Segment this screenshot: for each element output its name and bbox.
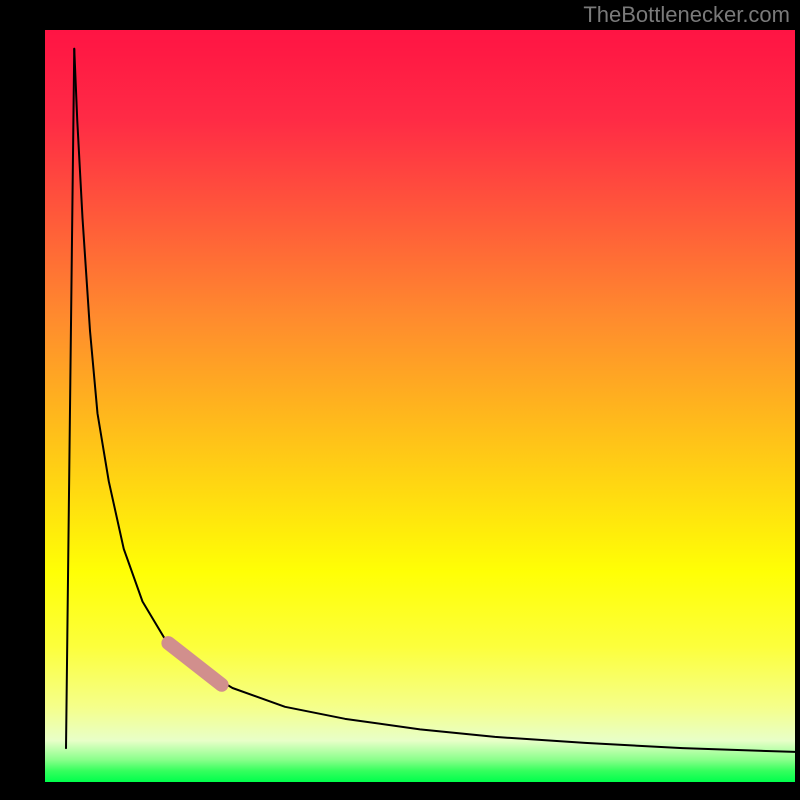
gradient-curve-chart	[45, 30, 795, 782]
plot-frame	[45, 30, 795, 782]
watermark-text: TheBottlenecker.com	[583, 2, 790, 28]
root: TheBottlenecker.com	[0, 0, 800, 800]
